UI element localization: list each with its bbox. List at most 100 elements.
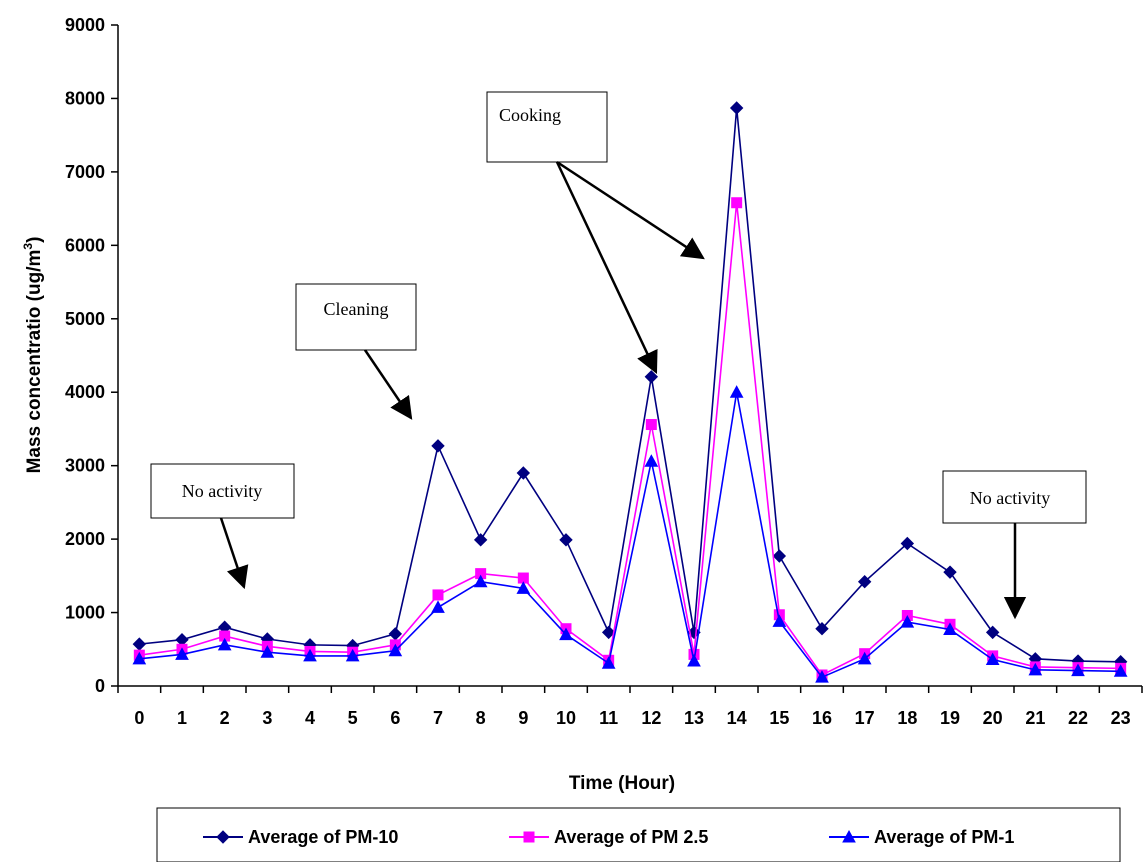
x-tick-label: 15: [769, 708, 789, 728]
x-tick-label: 2: [220, 708, 230, 728]
x-tick-label: 18: [897, 708, 917, 728]
x-tick-label: 3: [262, 708, 272, 728]
data-point: [1071, 663, 1085, 677]
data-point: [559, 627, 573, 641]
annotation-box: [942, 470, 1087, 524]
data-point: [175, 647, 189, 660]
legend-label-pm10: Average of PM-10: [248, 827, 398, 847]
data-point: [1113, 664, 1128, 677]
data-point: [644, 370, 659, 384]
y-tick-label: 7000: [65, 162, 105, 182]
x-tick-label: 11: [599, 708, 618, 728]
annotation-no-activity-1: No activity: [150, 463, 295, 590]
legend: Average of PM-10 Average of PM 2.5 Avera…: [156, 807, 1121, 862]
x-tick-label: 8: [476, 708, 486, 728]
x-tick-label: 10: [556, 708, 576, 728]
data-point: [985, 652, 1000, 666]
y-axis-title: Mass concentratio (ug/m3): [21, 237, 45, 474]
data-point: [857, 651, 872, 665]
annotation-text: No activity: [970, 488, 1050, 508]
series-1: [132, 101, 1128, 669]
data-point: [260, 645, 275, 658]
x-tick-label: 7: [433, 708, 443, 728]
data-point: [217, 637, 232, 651]
x-tick-label: 23: [1111, 708, 1131, 728]
data-point: [516, 581, 531, 594]
data-point: [432, 589, 444, 601]
data-point: [731, 197, 743, 209]
x-tick-label: 1: [177, 708, 187, 728]
x-axis-title: Time (Hour): [569, 773, 675, 794]
annotation-cleaning: Cleaning: [295, 283, 417, 420]
x-tick-label: 17: [855, 708, 875, 728]
x-tick-label: 4: [305, 708, 315, 728]
data-point: [601, 625, 616, 640]
y-tick-label: 4000: [65, 382, 105, 402]
data-point: [772, 549, 787, 563]
annotation-arrow: [555, 161, 658, 375]
data-point: [132, 637, 147, 651]
legend-box: [156, 807, 1121, 862]
data-point: [601, 656, 616, 669]
x-tick-label: 13: [684, 708, 704, 728]
x-tick-labels: 0 1 2 3 4 5 6 7 8 9 10 11 12 13 14 15 16 17 18 19 20 21 22 23: [134, 708, 1130, 728]
y-tick-labels: 0 1000 2000 3000 4000 5000 6000 7000 8000 9000: [65, 15, 105, 696]
data-point: [943, 565, 957, 579]
data-point: [645, 419, 657, 431]
x-tick-label: 20: [983, 708, 1003, 728]
data-point: [388, 627, 403, 641]
series-line: [139, 392, 1121, 679]
annotation-arrow: [363, 349, 413, 420]
y-tick-label: 8000: [65, 88, 105, 108]
data-point: [1028, 662, 1043, 676]
y-tick-label: 2000: [65, 529, 105, 549]
y-tick-label: 1000: [65, 603, 105, 623]
legend-item-pm1: Average of PM-1: [829, 827, 1014, 847]
data-point: [431, 600, 445, 613]
data-point: [516, 466, 531, 480]
x-tick-label: 9: [518, 708, 528, 728]
data-point: [900, 615, 915, 628]
data-point: [815, 670, 829, 683]
annotation-box: [295, 283, 417, 351]
y-tick-label: 3000: [65, 456, 105, 476]
annotation-text: Cooking: [499, 105, 561, 125]
annotation-text: No activity: [182, 481, 262, 501]
data-point: [815, 622, 829, 636]
annotation-arrow: [219, 517, 249, 590]
series-line: [139, 202, 1121, 677]
annotation-box: [486, 91, 608, 163]
data-point: [132, 651, 147, 665]
x-tick-label: 22: [1068, 708, 1088, 728]
data-point: [900, 536, 915, 551]
annotation-box: [150, 463, 295, 519]
data-point: [857, 575, 872, 589]
annotation-no-activity-2: No activity: [942, 470, 1087, 620]
data-point: [985, 625, 1000, 640]
data-point: [473, 533, 488, 547]
legend-item-pm10: Average of PM-10: [203, 827, 398, 847]
data-point: [559, 533, 573, 547]
series-3: [132, 385, 1128, 683]
legend-label-pm1: Average of PM-1: [874, 827, 1014, 847]
legend-label-pm25: Average of PM 2.5: [554, 827, 708, 847]
data-point: [431, 439, 445, 453]
data-point: [772, 614, 787, 627]
y-tick-label: 0: [95, 676, 105, 696]
annotation-text: Cleaning: [324, 299, 389, 319]
data-point: [473, 574, 488, 588]
annotation-cooking: Cooking: [486, 91, 705, 375]
x-tick-label: 5: [348, 708, 358, 728]
x-tick-label: 21: [1025, 708, 1045, 728]
x-tick-label: 0: [134, 708, 144, 728]
data-point: [943, 622, 957, 635]
series-2: [133, 197, 1127, 681]
data-point: [729, 385, 744, 398]
axes: [111, 24, 1143, 693]
y-tick-label: 5000: [65, 309, 105, 329]
data-point: [303, 648, 317, 662]
data-point: [644, 454, 659, 467]
y-tick-label: 6000: [65, 235, 105, 255]
series-line: [139, 107, 1121, 663]
x-tick-label: 16: [812, 708, 832, 728]
